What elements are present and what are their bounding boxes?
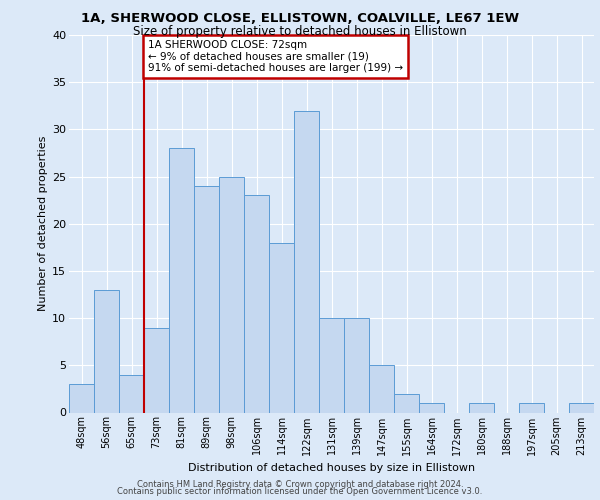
Bar — [194, 186, 219, 412]
Bar — [94, 290, 119, 412]
Bar — [294, 110, 319, 412]
Bar — [319, 318, 344, 412]
Text: 1A SHERWOOD CLOSE: 72sqm
← 9% of detached houses are smaller (19)
91% of semi-de: 1A SHERWOOD CLOSE: 72sqm ← 9% of detache… — [148, 40, 403, 73]
Bar — [394, 394, 419, 412]
Bar — [169, 148, 194, 412]
Bar — [419, 403, 444, 412]
Text: Contains HM Land Registry data © Crown copyright and database right 2024.: Contains HM Land Registry data © Crown c… — [137, 480, 463, 489]
Bar — [369, 366, 394, 412]
Bar — [69, 384, 94, 412]
Bar — [344, 318, 369, 412]
Bar — [244, 196, 269, 412]
Bar — [269, 242, 294, 412]
Y-axis label: Number of detached properties: Number of detached properties — [38, 136, 48, 312]
Bar — [219, 176, 244, 412]
Bar — [519, 403, 544, 412]
Bar — [469, 403, 494, 412]
Bar — [569, 403, 594, 412]
X-axis label: Distribution of detached houses by size in Ellistown: Distribution of detached houses by size … — [188, 463, 475, 473]
Text: Contains public sector information licensed under the Open Government Licence v3: Contains public sector information licen… — [118, 488, 482, 496]
Bar — [144, 328, 169, 412]
Text: Size of property relative to detached houses in Ellistown: Size of property relative to detached ho… — [133, 25, 467, 38]
Bar — [119, 375, 144, 412]
Text: 1A, SHERWOOD CLOSE, ELLISTOWN, COALVILLE, LE67 1EW: 1A, SHERWOOD CLOSE, ELLISTOWN, COALVILLE… — [81, 12, 519, 26]
